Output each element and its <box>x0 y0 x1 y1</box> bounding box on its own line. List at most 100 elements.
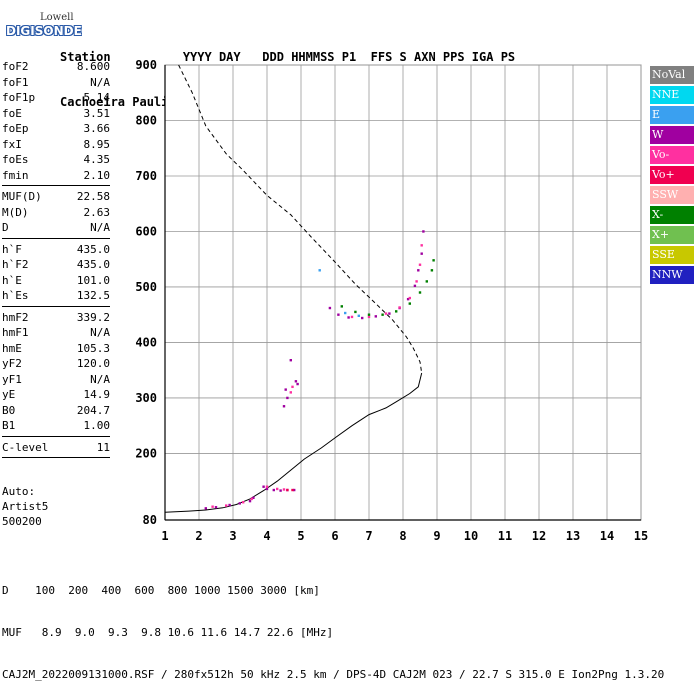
auto-program: Artist5 <box>2 500 49 513</box>
echo-point <box>272 488 275 492</box>
logo-text-lowell: Lowell <box>40 12 74 23</box>
param-row: M(D) 2.63 <box>2 206 110 222</box>
param-value: 2.63 <box>83 205 111 219</box>
param-name: foF1p <box>2 91 36 104</box>
echo-point <box>279 489 282 492</box>
footer-file-info: CAJ2M_2022009131000.RSF / 280fx512h 50 k… <box>2 668 665 681</box>
echo-point <box>347 316 350 319</box>
param-name: foF1 <box>2 75 29 89</box>
param-name: h`F <box>2 242 22 256</box>
param-row: foEs 4.35 <box>2 153 110 169</box>
legend-item: SSE <box>650 246 694 264</box>
echo-point <box>284 388 287 391</box>
auto-label: Auto: <box>2 485 36 498</box>
echo-point <box>291 488 294 492</box>
param-name: hmF1 <box>2 326 29 339</box>
echo-point <box>381 313 384 316</box>
x-tick-label: 14 <box>600 529 614 543</box>
param-value: 22.58 <box>76 190 110 203</box>
echo-point <box>289 391 292 394</box>
y-tick-label: 800 <box>135 113 157 127</box>
echo-point <box>398 306 401 309</box>
header-line-1: Station YYYY DAY DDD HHMMSS P1 FFS S AXN… <box>60 50 516 64</box>
param-row: h`F2 435.0 <box>2 258 110 274</box>
x-tick-label: 12 <box>532 529 546 543</box>
param-name: h`E <box>2 273 22 287</box>
echo-point <box>420 252 423 255</box>
echo-point <box>252 496 255 500</box>
logo-text-digisonde: DIGISONDE <box>6 24 82 38</box>
y-tick-label: 700 <box>135 169 157 183</box>
echo-point <box>367 313 371 316</box>
param-row: hmF1 N/A <box>2 326 110 342</box>
echo-point <box>406 297 410 301</box>
echo-point <box>344 311 347 315</box>
echo-point <box>296 382 299 386</box>
param-row: h`E 101.0 <box>2 274 110 290</box>
x-tick-label: 4 <box>263 529 270 543</box>
echo-point <box>350 315 354 319</box>
parameter-panel: foF2 8.600 foF1 N/A foF1p 5.14 foE 3.51 foEp 3.66… <box>2 60 110 462</box>
param-value: 435.0 <box>76 258 110 271</box>
param-row: B1 1.00 <box>2 419 110 435</box>
profile-curve-dashed <box>178 64 423 374</box>
param-name: foEp <box>2 122 29 135</box>
param-name: yF1 <box>2 372 22 386</box>
legend-item: NoVal <box>650 66 694 84</box>
echo-point <box>422 230 425 233</box>
param-value: 14.9 <box>83 388 111 401</box>
param-value: 1.00 <box>83 419 111 432</box>
param-value: 8.95 <box>83 137 111 151</box>
param-row: yF1 N/A <box>2 373 110 389</box>
y-tick-label: 200 <box>135 446 157 460</box>
param-row: MUF(D) 22.58 <box>2 190 110 206</box>
echo-point <box>328 306 332 310</box>
echo-point <box>265 485 269 488</box>
param-name: B0 <box>2 403 16 417</box>
param-value: 4.35 <box>83 153 111 166</box>
param-row: hmE 105.3 <box>2 342 110 358</box>
echo-point <box>225 504 228 507</box>
echo-point <box>214 506 218 509</box>
param-row: fmin 2.10 <box>2 169 110 185</box>
echo-point <box>432 259 435 262</box>
echo-point <box>286 488 289 492</box>
param-name: yE <box>2 388 16 401</box>
y-tick-label: 900 <box>135 58 157 72</box>
y-tick-label: 80 <box>143 513 157 527</box>
param-value: 5.14 <box>83 91 111 104</box>
echo-point <box>291 385 294 389</box>
echo-point <box>289 358 292 362</box>
param-separator <box>2 237 110 243</box>
y-tick-label: 400 <box>135 335 157 349</box>
echo-point <box>425 280 428 283</box>
x-tick-label: 13 <box>566 529 580 543</box>
echo-point <box>430 269 434 272</box>
param-value: N/A <box>90 75 110 89</box>
profile-curve-solid <box>164 372 423 513</box>
echo-point <box>282 488 286 491</box>
param-name: foE <box>2 106 22 120</box>
param-name: fxI <box>2 137 22 151</box>
param-separator <box>2 435 110 441</box>
footer-info: D 100 200 400 600 800 1000 1500 3000 [km… <box>2 556 664 696</box>
legend-item: Vo+ <box>650 166 694 184</box>
echo-point <box>388 312 391 315</box>
param-row: B0 204.7 <box>2 404 110 420</box>
echo-point <box>211 505 214 508</box>
param-row: C-level 11 <box>2 441 110 457</box>
echo-point <box>408 296 411 300</box>
param-value: 435.0 <box>76 242 110 256</box>
param-name: yF2 <box>2 357 22 370</box>
legend-item: Vo- <box>650 146 694 164</box>
x-tick-label: 1 <box>161 529 168 543</box>
param-separator <box>2 185 110 190</box>
x-tick-label: 3 <box>229 529 236 543</box>
param-name: hmE <box>2 341 22 355</box>
legend-item: W <box>650 126 694 144</box>
param-value: N/A <box>90 221 110 234</box>
param-row: fxI 8.95 <box>2 138 110 154</box>
x-tick-label: 9 <box>433 529 440 543</box>
legend-item: E <box>650 106 694 124</box>
echo-point <box>276 487 279 491</box>
